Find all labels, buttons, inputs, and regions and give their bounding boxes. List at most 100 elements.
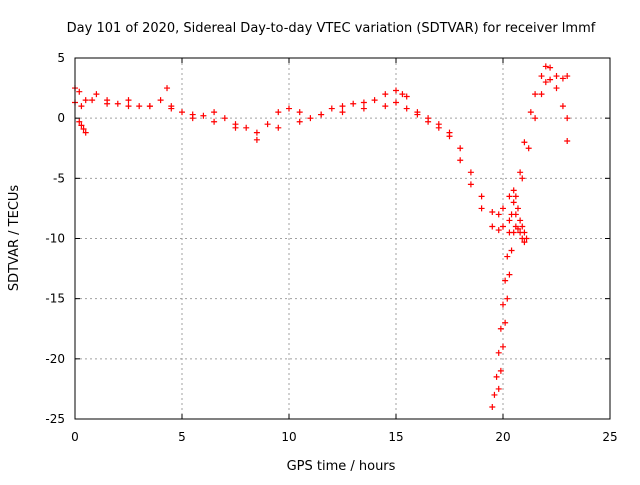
data-point: [500, 223, 506, 230]
data-point: [275, 109, 282, 116]
x-tick-label: 5: [178, 430, 186, 444]
data-point: [493, 373, 500, 380]
data-point: [559, 75, 566, 82]
data-point: [414, 111, 421, 118]
data-point: [547, 64, 554, 71]
data-point: [211, 109, 218, 116]
data-point: [553, 85, 560, 92]
data-point: [478, 193, 485, 200]
data-point: [517, 217, 524, 224]
data-point: [80, 125, 87, 132]
data-point: [307, 115, 314, 122]
data-point: [125, 97, 132, 104]
data-point: [318, 111, 325, 118]
chart-title: Day 101 of 2020, Sidereal Day-to-day VTE…: [67, 21, 596, 36]
data-point: [76, 88, 83, 95]
data-point: [564, 115, 571, 122]
data-point: [564, 138, 571, 145]
series-track-3: [76, 118, 89, 136]
data-point: [189, 115, 196, 122]
data-point: [435, 124, 442, 131]
series-track-5: [495, 223, 528, 392]
data-point: [508, 211, 515, 218]
data-point: [495, 349, 502, 356]
data-point: [275, 124, 282, 131]
data-point: [399, 91, 406, 98]
data-point: [500, 301, 506, 308]
data-point: [553, 73, 560, 80]
data-point: [564, 73, 571, 80]
data-point: [393, 99, 399, 106]
data-point: [457, 157, 464, 164]
data-point: [500, 205, 506, 212]
data-point: [489, 223, 496, 230]
data-point: [495, 385, 502, 392]
y-tick-label: -15: [45, 292, 65, 306]
data-point: [491, 391, 498, 398]
data-point: [467, 169, 474, 176]
data-point: [467, 181, 474, 188]
data-point: [89, 97, 96, 104]
data-point: [179, 109, 185, 116]
data-point: [495, 211, 502, 218]
data-point: [168, 105, 175, 112]
y-tick-label: 5: [57, 51, 65, 65]
data-point: [512, 193, 519, 200]
data-point: [371, 97, 378, 104]
data-point: [253, 129, 260, 136]
data-point: [243, 124, 250, 131]
data-point: [497, 367, 504, 374]
x-tick-label: 25: [602, 430, 617, 444]
data-point: [510, 199, 517, 206]
data-point: [542, 63, 549, 70]
x-tick-label: 0: [71, 430, 79, 444]
data-point: [521, 239, 528, 246]
data-point: [478, 205, 485, 212]
data-point: [500, 343, 506, 350]
data-point: [136, 103, 143, 110]
series-outlier: [564, 138, 571, 145]
data-point: [157, 97, 164, 104]
x-tick-label: 20: [495, 430, 510, 444]
data-point: [221, 115, 228, 122]
data-point: [547, 76, 554, 83]
data-point: [403, 105, 410, 112]
data-point: [78, 122, 85, 129]
data-point: [559, 103, 566, 110]
data-point: [508, 247, 515, 254]
data-point: [93, 91, 100, 98]
data-point: [497, 325, 504, 332]
data-point: [510, 187, 517, 194]
data-point: [489, 403, 496, 410]
data-point: [232, 124, 239, 131]
data-point: [211, 118, 218, 125]
data-point: [457, 145, 464, 152]
data-point: [164, 85, 171, 92]
data-point: [82, 97, 89, 104]
data-point: [527, 109, 534, 116]
data-point: [542, 79, 549, 86]
data-point: [521, 139, 528, 146]
x-tick-label: 15: [388, 430, 403, 444]
data-point: [286, 105, 292, 112]
data-point: [360, 99, 367, 106]
data-point: [446, 133, 453, 140]
y-tick-label: -25: [45, 412, 65, 426]
data-point: [76, 118, 83, 125]
y-axis-title: SDTVAR / TECUs: [7, 185, 22, 292]
data-point: [495, 227, 502, 234]
data-point: [125, 103, 132, 110]
data-point: [519, 223, 526, 230]
data-point: [517, 229, 524, 236]
data-point: [502, 277, 509, 284]
data-point: [146, 103, 153, 110]
data-point: [78, 103, 85, 110]
data-point: [538, 91, 545, 98]
data-points: [72, 63, 571, 410]
series-track-2: [72, 76, 571, 234]
data-point: [506, 193, 513, 200]
data-point: [502, 319, 509, 326]
